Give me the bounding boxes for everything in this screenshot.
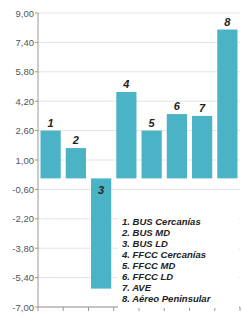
bar <box>91 178 111 288</box>
legend-entry: 2. BUS MD <box>121 227 170 238</box>
legend-entry: 3. BUS LD <box>122 238 168 249</box>
legend-entry: 7. AVE <box>122 282 152 293</box>
bar <box>167 114 187 178</box>
tick-label: -0,60 <box>12 184 34 195</box>
grid-line <box>38 71 240 72</box>
legend-box <box>118 214 239 308</box>
grid-line <box>38 189 240 190</box>
bar-label: 4 <box>122 78 129 90</box>
tick-label: -7,00 <box>12 302 34 313</box>
tick-label: 1,00 <box>16 155 35 166</box>
legend-entry: 8. Aéreo Peninsular <box>122 293 212 304</box>
bar-label: 7 <box>199 102 206 114</box>
bar <box>116 92 136 178</box>
x-tick <box>63 307 64 311</box>
tick-label: -2,20 <box>12 213 34 224</box>
tick-label: 4,20 <box>16 96 35 107</box>
legend-entry: 4. FFCC Cercanías <box>121 249 206 260</box>
x-tick <box>88 307 89 311</box>
tick-label: 5,80 <box>16 66 35 77</box>
bar-label: 3 <box>98 184 104 196</box>
x-tick <box>240 307 241 311</box>
bar-label: 5 <box>149 117 156 129</box>
legend-entry: 5. FFCC MD <box>122 260 175 271</box>
tick-label: 9,00 <box>16 8 35 19</box>
y-axis <box>38 13 39 307</box>
bar <box>192 116 212 178</box>
tick-label: 7,40 <box>16 37 35 48</box>
bar-label: 6 <box>174 100 181 112</box>
bar <box>142 131 162 179</box>
bar <box>66 148 86 178</box>
bar <box>41 131 61 179</box>
tick-label: -3,80 <box>12 243 34 254</box>
bar-label: 8 <box>224 16 231 28</box>
legend-entry: 1. BUS Cercanías <box>122 216 201 227</box>
x-tick <box>113 307 114 311</box>
grid-line <box>38 13 240 14</box>
grid-line <box>38 101 240 102</box>
legend-entry: 6. FFCC LD <box>122 271 173 282</box>
x-tick <box>38 307 39 311</box>
bar <box>217 30 237 179</box>
bar-label: 2 <box>72 134 79 146</box>
tick-label: 2,60 <box>16 125 35 136</box>
bar-label: 1 <box>48 117 54 129</box>
grid-line <box>38 42 240 43</box>
tick-label: -5,40 <box>12 272 34 283</box>
chart: 9,00 7,40 5,80 4,20 2,60 1,00 -0,60 -2,20 -3,80 -… <box>0 0 243 315</box>
